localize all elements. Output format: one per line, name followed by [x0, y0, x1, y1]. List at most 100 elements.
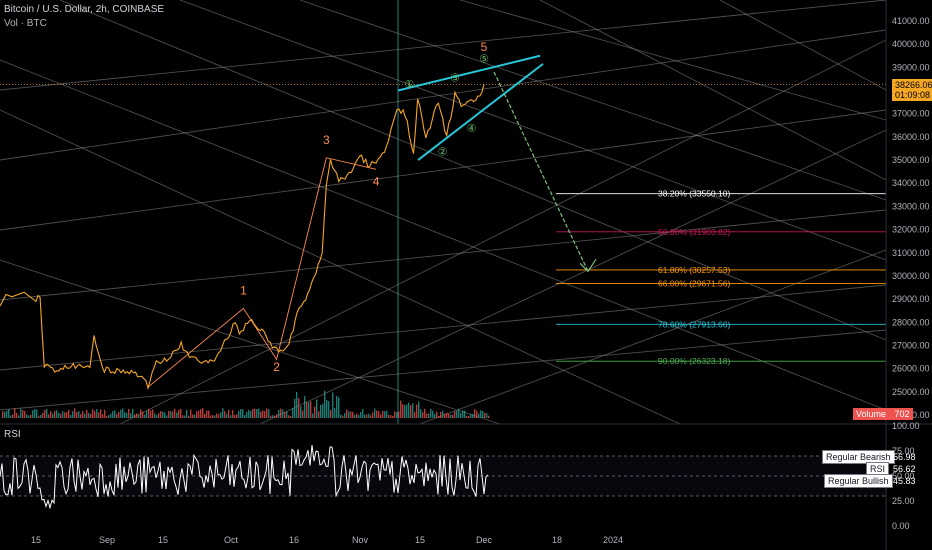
volume-bar-85 [172, 411, 174, 418]
volume-bar-3 [8, 409, 10, 418]
volume-bar-169 [340, 414, 342, 418]
volume-bar-131 [264, 411, 266, 418]
volume-bar-201 [404, 405, 406, 418]
time-tick-9: 2024 [603, 535, 623, 545]
volume-bar-189 [380, 414, 382, 418]
rsi-indicator-title: RSI [4, 429, 21, 440]
volume-bar-229 [460, 413, 462, 418]
volume-bar-181 [364, 414, 366, 418]
volume-bar-148 [298, 398, 300, 418]
volume-bar-167 [336, 395, 338, 418]
bar-countdown: 01:09:08 [895, 90, 931, 100]
rsi-pane[interactable]: 100.00 75.00 50.00 25.00 0.00 [0, 421, 920, 531]
volume-bar-172 [346, 409, 348, 418]
time-axis[interactable]: 15 Sep 15 Oct 16 Nov 15 Dec 18 2024 [31, 535, 623, 545]
volume-bar-161 [324, 390, 326, 418]
volume-bar-51 [104, 409, 106, 418]
wave-path [147, 157, 377, 388]
volume-bar-171 [344, 413, 346, 418]
volume-bar-160 [322, 403, 324, 418]
time-tick-6: 15 [415, 535, 425, 545]
volume-bar-17 [36, 409, 38, 418]
fan-line-16 [719, 0, 887, 91]
volume-bar-192 [386, 410, 388, 418]
volume-bar-227 [456, 410, 458, 418]
volume-indicator-title: Vol · BTC [4, 18, 47, 29]
wave-label-4: 4 [373, 175, 380, 189]
volume-bar-6 [14, 408, 16, 418]
volume-bar-64 [130, 413, 132, 418]
volume-bar-76 [154, 413, 156, 418]
volume-bar-146 [294, 398, 296, 418]
volume-bar-140 [282, 409, 284, 418]
volume-bar-134 [270, 415, 272, 418]
rsi-tick-2: 50.00 [892, 471, 915, 481]
volume-bar-236 [474, 408, 476, 418]
volume-bar-5 [12, 414, 14, 418]
volume-bar-89 [180, 408, 182, 418]
volume-bar-179 [360, 411, 362, 418]
volume-bar-226 [454, 411, 456, 418]
volume-bar-98 [198, 410, 200, 418]
volume-bar-198 [398, 411, 400, 418]
volume-bar-32 [66, 412, 68, 418]
volume-bar-223 [448, 413, 450, 418]
volume-bar-126 [254, 408, 256, 418]
sub-wave-label-5: ⑤ [479, 54, 489, 66]
volume-bar-15 [32, 410, 34, 418]
volume-bar-48 [98, 412, 100, 418]
rsi-value: 56.62 [893, 464, 916, 474]
volume-bar-214 [430, 408, 432, 418]
price-tick-8: 32000.00 [892, 225, 930, 235]
volume-bar-105 [212, 415, 214, 418]
volume-bar-133 [268, 409, 270, 418]
price-tick-9: 31000.00 [892, 248, 930, 258]
volume-bar-136 [274, 415, 276, 418]
volume-bar-45 [92, 409, 94, 418]
volume-bar-187 [376, 410, 378, 418]
volume-bar-50 [102, 414, 104, 418]
volume-bar-72 [146, 410, 148, 418]
volume-bar-54 [110, 413, 112, 418]
time-tick-5: Nov [352, 535, 369, 545]
volume-bar-180 [362, 408, 364, 418]
volume-bar-39 [80, 414, 82, 418]
volume-bar-8 [18, 415, 20, 418]
volume-bar-26 [54, 411, 56, 418]
volume-bar-116 [234, 415, 236, 418]
price-tick-12: 28000.00 [892, 317, 930, 327]
fib-level-label-3: 66.00% (29671.56) [658, 279, 730, 289]
fan-line-3 [0, 209, 887, 301]
volume-bar-231 [464, 410, 466, 418]
volume-bar-37 [76, 412, 78, 418]
wave-label-2: 2 [273, 360, 280, 374]
volume-bar-28 [58, 412, 60, 418]
volume-bar-213 [428, 413, 430, 418]
wave-annotation [147, 54, 597, 388]
volume-bar-95 [192, 414, 194, 418]
rsi-tick-0: 100.00 [892, 421, 920, 431]
volume-bar-191 [384, 411, 386, 418]
fib-level-label-1: 50.00% (31903.82) [658, 227, 730, 237]
volume-bar-9 [20, 408, 22, 418]
fan-line-12 [119, 39, 887, 425]
volume-bar-139 [280, 408, 282, 418]
volume-bar-123 [248, 409, 250, 418]
volume-bar-109 [220, 412, 222, 418]
volume-bar-211 [424, 408, 426, 418]
price-series [0, 84, 485, 391]
volume-bar-61 [124, 411, 126, 418]
fan-line-5 [0, 329, 887, 411]
volume-bar-173 [348, 411, 350, 418]
volume-bar-184 [370, 415, 372, 418]
volume-bar-63 [128, 408, 130, 418]
volume-bar-222 [446, 412, 448, 418]
volume-bar-19 [40, 414, 42, 418]
rsi-tick-4: 0.00 [892, 521, 910, 531]
volume-bar-21 [44, 409, 46, 418]
volume-bar-24 [50, 411, 52, 418]
volume-bar-225 [452, 414, 454, 418]
volume-bar-88 [178, 409, 180, 418]
wave-label-3: 3 [323, 133, 330, 147]
